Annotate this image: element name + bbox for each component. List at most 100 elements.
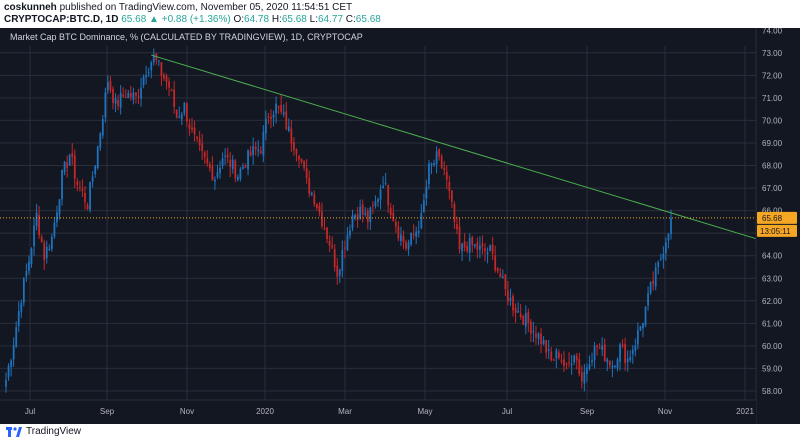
candle [183,101,186,117]
candle [359,199,362,220]
y-tick-label: 66.00 [762,207,783,216]
publish-info: published on TradingView.com, November 0… [59,2,353,13]
candle [608,360,611,369]
candle [124,89,127,99]
candle [545,340,548,359]
candle [101,114,104,139]
candle [280,94,283,115]
candle [420,204,423,230]
x-tick-label: Jul [25,407,35,416]
candle [591,352,593,367]
candle [295,148,298,162]
x-tick-label: May [417,407,432,416]
candle [170,88,173,92]
candle [384,172,387,186]
y-tick-label: 60.00 [762,342,783,351]
candle [527,308,530,333]
countdown-tag: 13:05:11 [757,224,797,237]
candle [428,160,430,190]
candle [509,288,512,306]
candle [349,224,351,240]
candle [109,76,112,94]
candle [450,190,453,208]
candle [512,293,514,317]
change-arrow-icon: ▲ [149,14,159,25]
candle [397,221,400,242]
candle [277,105,280,115]
symbol-label[interactable]: CRYPTOCAP:BTC.D, 1D [4,14,119,25]
candle [425,179,428,206]
candles [5,48,672,393]
candle [145,65,148,85]
candle [382,176,384,189]
candle [20,299,23,318]
candle [198,130,201,152]
candle [94,164,97,178]
candle [532,321,535,343]
candle [226,147,229,164]
candle [76,178,79,192]
candle [476,237,479,259]
candle [287,118,290,133]
y-tick-label: 59.00 [762,364,783,373]
candle [275,96,277,124]
candle [147,67,150,77]
candle [616,357,619,372]
y-tick-labels: 58.0059.0060.0061.0062.0063.0064.0065.00… [762,28,783,396]
candle [180,111,183,126]
author-name[interactable]: coskunneh [4,2,57,13]
candle [267,112,270,125]
candle [336,258,339,285]
candle [417,220,420,238]
candle [379,184,382,210]
trendline[interactable] [151,54,757,240]
x-tick-label: Jul [502,407,512,416]
chart-area[interactable]: Market Cap BTC Dominance, % (CALCULATED … [0,28,800,424]
candle [402,230,405,250]
candle [601,337,604,356]
candle [63,160,66,176]
x-tick-label: Sep [580,407,595,416]
candle [264,110,267,141]
candle [298,154,300,168]
candle [598,343,601,350]
y-tick-label: 58.00 [762,387,783,396]
high-value: 65.68 [281,14,307,25]
x-tick-label: Sep [100,407,115,416]
candle [318,201,321,217]
candle [293,137,295,156]
last-price: 65.68 [121,14,147,25]
y-tick-label: 72.00 [762,71,783,80]
close-value: 65.68 [355,14,381,25]
candle [231,155,234,174]
candle [619,342,621,371]
candle [507,280,509,306]
candle [453,201,456,229]
candle [456,216,458,235]
candle [501,269,504,279]
candle [364,207,367,217]
candle [588,355,591,371]
candle [331,236,334,250]
candle [242,163,244,170]
candle [303,160,305,171]
candle [479,236,481,259]
candle [343,240,346,259]
time-axis[interactable] [0,399,756,424]
candle [519,304,522,320]
y-tick-label: 62.00 [762,297,783,306]
candle [496,267,499,274]
candle [611,360,614,378]
grid [0,28,756,400]
candle [463,233,466,252]
candle [239,166,242,182]
candle [440,153,443,170]
candle [333,243,336,272]
low-label: L: [309,14,318,25]
candle [58,199,61,220]
y-tick-label: 69.00 [762,139,783,148]
candle [152,48,155,66]
y-tick-label: 74.00 [762,28,783,35]
tradingview-logo[interactable]: TradingView [6,426,81,437]
candle [99,132,102,152]
